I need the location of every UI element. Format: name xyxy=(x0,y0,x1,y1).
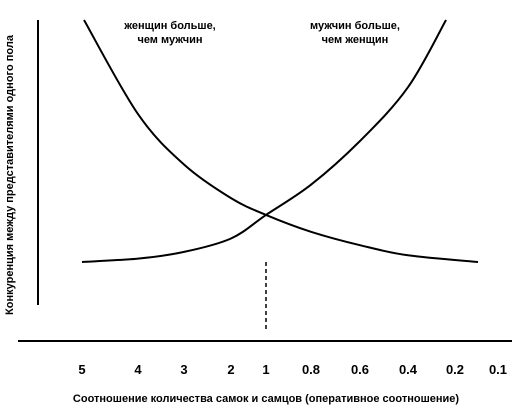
annotation-text: женщин больше, xyxy=(123,20,216,32)
series-line-rising xyxy=(81,19,447,263)
y-axis-label: Конкуренция между представителями одного… xyxy=(4,34,16,315)
annotation-text: мужчин больше, xyxy=(310,20,400,32)
x-tick-label: 0.4 xyxy=(399,362,418,377)
x-tick-label: 0.2 xyxy=(446,362,464,377)
x-axis-label: Соотношение количества самок и самцов (о… xyxy=(73,393,459,405)
x-tick-label: 5 xyxy=(78,362,85,377)
x-tick-label: 3 xyxy=(180,362,187,377)
annotation-text: чем мужчин xyxy=(137,34,202,46)
annotation-text: чем женщин xyxy=(322,34,389,46)
curves xyxy=(81,19,479,263)
x-tick-label: 4 xyxy=(134,362,142,377)
x-tick-label: 0.8 xyxy=(302,362,320,377)
series-line-falling xyxy=(83,19,479,263)
x-tick-label: 1 xyxy=(262,362,269,377)
x-tick-label: 0.1 xyxy=(489,362,507,377)
x-tick-label: 2 xyxy=(227,362,234,377)
x-tick-label: 0.6 xyxy=(351,362,369,377)
x-tick-labels: 5 4 3 2 1 0.8 0.6 0.4 0.2 0.1 xyxy=(78,362,507,377)
annotations: женщин больше, чем мужчин мужчин больше, че… xyxy=(123,20,400,46)
